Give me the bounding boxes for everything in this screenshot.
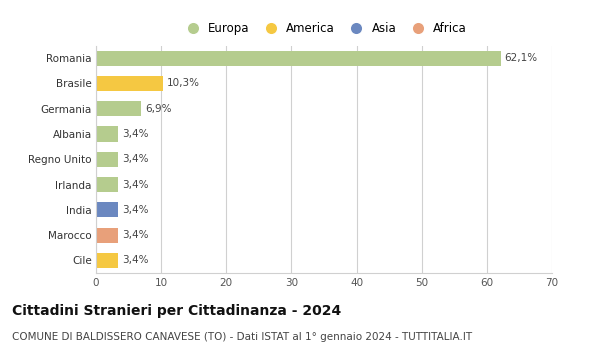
Bar	[96, 152, 118, 167]
Text: 3,4%: 3,4%	[122, 129, 149, 139]
Text: 6,9%: 6,9%	[145, 104, 172, 114]
Bar	[96, 50, 500, 66]
Text: 3,4%: 3,4%	[122, 180, 149, 190]
Bar	[96, 126, 118, 141]
Bar	[96, 76, 163, 91]
Bar	[96, 202, 118, 217]
Text: 10,3%: 10,3%	[167, 78, 200, 89]
Text: 3,4%: 3,4%	[122, 205, 149, 215]
Bar	[96, 228, 118, 243]
Text: Cittadini Stranieri per Cittadinanza - 2024: Cittadini Stranieri per Cittadinanza - 2…	[12, 304, 341, 318]
Text: COMUNE DI BALDISSERO CANAVESE (TO) - Dati ISTAT al 1° gennaio 2024 - TUTTITALIA.: COMUNE DI BALDISSERO CANAVESE (TO) - Dat…	[12, 332, 472, 343]
Text: 3,4%: 3,4%	[122, 230, 149, 240]
Legend: Europa, America, Asia, Africa: Europa, America, Asia, Africa	[176, 17, 472, 40]
Bar	[96, 177, 118, 192]
Bar	[96, 253, 118, 268]
Text: 3,4%: 3,4%	[122, 256, 149, 265]
Text: 62,1%: 62,1%	[505, 53, 538, 63]
Bar	[96, 101, 141, 116]
Text: 3,4%: 3,4%	[122, 154, 149, 164]
